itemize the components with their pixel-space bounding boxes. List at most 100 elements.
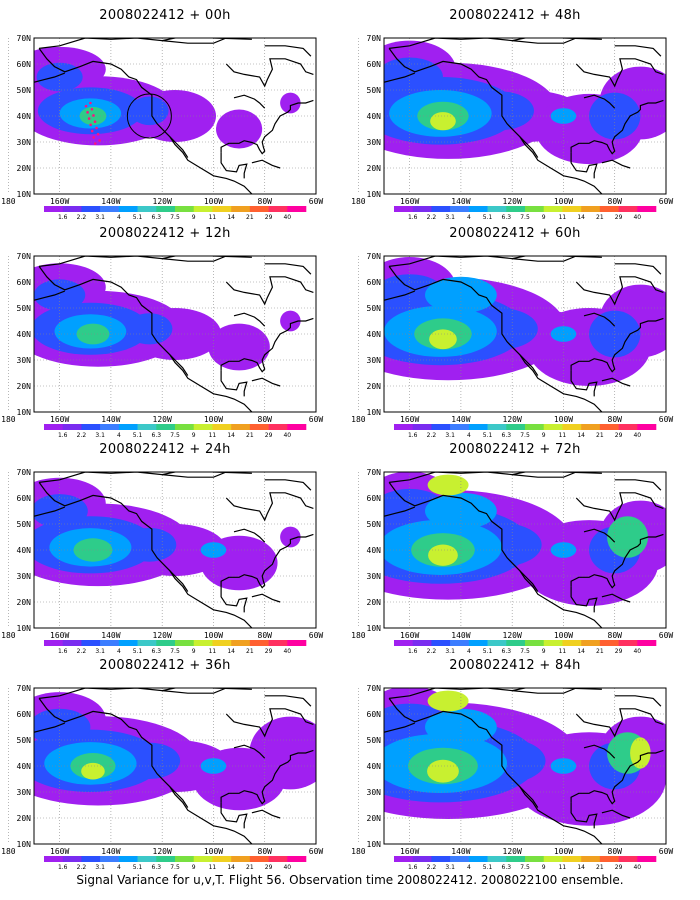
colorbar-swatch [506,856,526,862]
colorbar-swatch [156,640,176,646]
lat-tick-label: 40N [367,762,382,771]
target-region-circle [126,93,172,139]
coastline-9 [162,688,252,692]
colorbar-swatch [599,206,619,212]
coastline-8 [233,744,266,759]
colorbar-swatch [599,640,619,646]
observation-dot [95,126,98,130]
colorbar-swatch [394,424,414,430]
colorbar-swatch [468,856,488,862]
coastline-5 [570,586,598,613]
colorbar-swatch [44,424,64,430]
lon-tick-label: 140W [101,631,120,640]
colorbar: 1.6 2.2 3.1 4 5.1 6.3 7.5 9 11 14 21 29 40 [44,640,307,655]
colorbar-swatch [137,640,157,646]
map-frame [383,687,667,845]
coastline-4 [220,317,314,373]
colorbar-label: 1.6 [58,432,68,439]
lat-tick-label: 50N [17,520,32,529]
lon-tick-label: 120W [503,847,522,856]
colorbar-label: 2.2 [77,432,87,439]
coastline-10 [264,45,312,57]
graticule [8,38,316,194]
colorbar-label: 40 [283,214,291,221]
colorbar-swatch [137,856,157,862]
map-frame [383,37,667,195]
lon-tick-label: 120W [503,197,522,206]
colorbar-label: 14 [227,864,235,871]
coastline-0 [39,38,227,49]
coastline-7 [601,593,631,603]
colorbar-label: 29 [615,214,623,221]
colorbar-swatch [44,856,64,862]
lon-tick-label: 120W [153,847,172,856]
colorbar-label: 6.3 [502,648,512,655]
coastline-7 [251,809,281,819]
variance-map: 10N 20N 30N 40N 50N 60N 70N 180 160W 140W 120W 100W… [351,34,673,221]
colorbar-swatch [562,206,582,212]
colorbar-label: 9 [542,864,546,871]
map-frame [33,255,317,413]
colorbar-swatch [100,640,120,646]
coastline-0 [39,472,227,483]
lat-tick-label: 40N [367,112,382,121]
colorbar-label: 3.1 [95,864,105,871]
colorbar-swatch [412,206,432,212]
coastline-10 [614,695,662,707]
lon-tick-label: 140W [451,197,470,206]
colorbar-swatch [249,424,269,430]
colorbar-swatch [468,206,488,212]
lat-tick-label: 60N [17,710,32,719]
colorbar-swatch [118,640,138,646]
colorbar-swatch [543,856,563,862]
coastline-5 [570,802,598,829]
coastlines [384,688,664,844]
colorbar-label: 40 [633,648,641,655]
colorbar-label: 6.3 [152,432,162,439]
colorbar-swatch [543,640,563,646]
colorbar-swatch [599,424,619,430]
colorbar-label: 7.5 [170,864,180,871]
observation-dot [98,139,101,142]
lat-tick-label: 60N [367,60,382,69]
forecast-panel: 2008022412 + 60h 10N 20N 30N 40N 50N 60N 70N 180… [350,226,680,444]
colorbar-swatch [81,640,101,646]
colorbar-label: 5.1 [483,864,493,871]
colorbar-label: 4 [117,432,121,439]
colorbar-swatch [287,424,307,430]
map-frame [33,687,317,845]
lon-tick-label: 80W [608,847,623,856]
colorbar-label: 4 [117,648,121,655]
colorbar-swatch [431,424,451,430]
colorbar-swatch [581,640,601,646]
colorbar-swatch [525,424,545,430]
coastline-9 [512,256,602,260]
lon-tick-label: 180 [1,415,16,424]
lat-tick-label: 50N [367,86,382,95]
colorbar-swatch [287,640,307,646]
colorbar-swatch [562,424,582,430]
lat-tick-label: 30N [367,572,382,581]
colorbar-label: 9 [192,864,196,871]
colorbar-label: 6.3 [152,214,162,221]
lon-tick-label: 100W [204,631,223,640]
coastline-4 [570,99,664,155]
coastline-7 [601,809,631,819]
panel-title: 2008022412 + 60h [449,226,581,241]
colorbar-label: 4 [117,214,121,221]
lat-tick-label: 70N [367,468,382,477]
colorbar-label: 29 [265,214,273,221]
coastline-10 [614,263,662,275]
variance-contour-layer-1-1 [130,96,169,126]
colorbar-swatch [431,856,451,862]
colorbar-label: 14 [577,214,585,221]
variance-contour-layer-0-5 [280,310,301,332]
coastline-7 [251,593,281,603]
lon-tick-label: 60W [659,631,674,640]
coastline-1 [38,698,253,844]
lat-tick-label: 30N [17,138,32,147]
colorbar-swatch [193,640,213,646]
lon-tick-label: 120W [503,415,522,424]
lon-tick-label: 80W [258,847,273,856]
colorbar-label: 21 [596,432,604,439]
